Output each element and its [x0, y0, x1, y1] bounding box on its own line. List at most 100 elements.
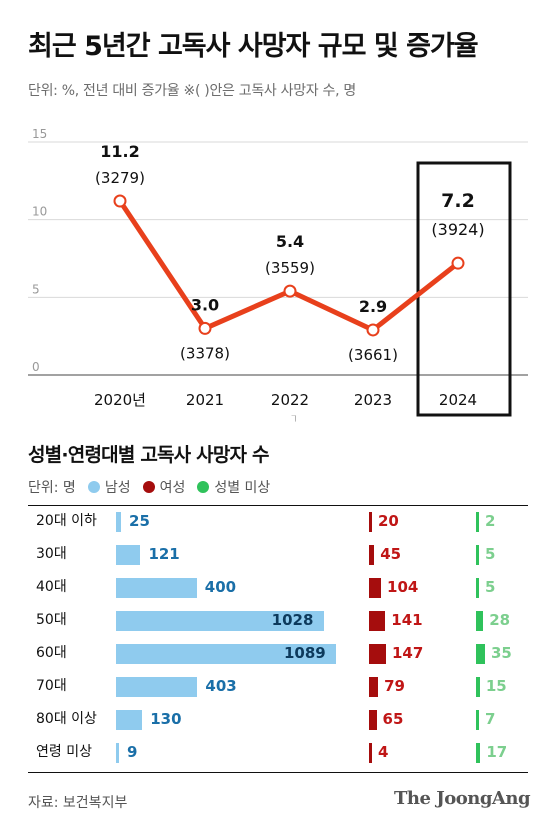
bar-male	[116, 644, 336, 664]
chart-title: 최근 5년간 고독사 사망자 규모 및 증가율	[28, 31, 479, 62]
bar-table: 20대 이하 25 20 2 30대 121 45 5 40대 400 104 5 50대 1028 141…	[0, 505, 559, 769]
bar-value-label: 147	[392, 644, 424, 662]
count-label: (3924)	[431, 220, 484, 239]
age-group-label: 70대	[36, 678, 67, 694]
bar-value-label: 104	[387, 578, 419, 596]
bar-value-label: 15	[485, 677, 507, 695]
data-label: 3.0	[191, 295, 219, 314]
y-tick-label: 10	[32, 205, 47, 219]
highlight-box	[416, 161, 512, 417]
bar-legend: 단위: 명 남성 여성 성별 미상	[28, 477, 270, 497]
bar-value-label: 121	[148, 545, 180, 563]
data-label: 2.9	[359, 297, 387, 316]
bar-female	[369, 677, 379, 697]
bar-unknown	[476, 578, 479, 598]
bar-female	[369, 545, 375, 565]
bar-unknown	[476, 644, 485, 664]
age-group-label: 50대	[36, 612, 67, 628]
bar-value-label: 25	[129, 512, 150, 530]
bar-chart-title: 성별·연령대별 고독사 사망자 수	[28, 444, 270, 466]
table-row: 70대 403 79 15	[0, 670, 559, 703]
bar-value-label: 141	[391, 611, 423, 629]
bar-value-label: 65	[382, 710, 404, 728]
line-chart: 15 10 5 0 2020년 2021 2022 2023 2024 11.2 (3279) 3.0…	[28, 127, 528, 417]
bar-unknown	[476, 677, 480, 697]
age-group-label: 20대 이하	[36, 513, 97, 529]
bar-unknown	[476, 710, 479, 730]
count-label: (3378)	[180, 344, 230, 362]
bar-value-label: 35	[491, 644, 512, 662]
data-point	[283, 284, 297, 298]
data-label: 5.4	[276, 232, 304, 251]
table-row: 40대 400 104 5	[0, 571, 559, 604]
bar-male	[116, 512, 122, 532]
bar-value-label: 2	[485, 512, 496, 530]
legend-unknown: 성별 미상	[197, 477, 270, 497]
x-tick-label: 2022	[271, 391, 309, 409]
bar-female	[369, 578, 382, 598]
legend-male-label: 남성	[104, 480, 131, 496]
y-tick-label: 15	[32, 127, 47, 141]
age-group-label: 40대	[36, 579, 67, 595]
table-row: 50대 1028 141 28	[0, 604, 559, 637]
bar-value-label: 9	[127, 743, 138, 761]
count-label: (3279)	[95, 169, 145, 187]
bar-male	[116, 545, 141, 565]
source-note: 자료: 보건복지부	[28, 795, 128, 811]
x-tick-label: 2024	[439, 391, 477, 409]
bar-value-label: 4	[378, 743, 389, 761]
bar-value-label: 7	[485, 710, 496, 728]
x-tick-label: 2020년	[94, 391, 146, 409]
legend-unknown-swatch	[197, 481, 210, 493]
legend-male: 남성	[87, 477, 131, 497]
highlight-connector	[291, 415, 296, 422]
bar-male	[116, 710, 143, 730]
bar-value-label: 17	[486, 743, 508, 761]
bar-value-label: 1089	[284, 644, 326, 662]
table-row: 30대 121 45 5	[0, 538, 559, 571]
bar-value-label: 20	[378, 512, 399, 530]
age-group-label: 연령 미상	[36, 744, 92, 760]
bar-female	[369, 644, 386, 664]
legend-female-swatch	[142, 481, 155, 493]
bar-unknown	[476, 545, 479, 565]
legend-female: 여성	[142, 477, 185, 497]
data-point	[451, 256, 465, 270]
bar-value-label: 1028	[271, 611, 314, 629]
age-group-label: 60대	[36, 645, 67, 661]
age-group-label: 80대 이상	[36, 711, 97, 727]
bar-value-label: 5	[485, 578, 496, 596]
table-row: 연령 미상 9 4 17	[0, 736, 559, 769]
bar-unknown	[476, 611, 484, 631]
legend-unknown-label: 성별 미상	[214, 480, 271, 496]
x-tick-label: 2021	[186, 391, 224, 409]
bar-male	[116, 611, 324, 631]
data-point	[113, 194, 127, 208]
bar-unknown	[476, 743, 481, 763]
bar-female	[369, 611, 386, 631]
y-tick-label: 0	[32, 360, 40, 374]
table-row: 20대 이하 25 20 2	[0, 505, 559, 538]
bar-value-label: 400	[204, 578, 237, 596]
brand-logo: The JoongAng	[394, 788, 531, 809]
count-label: (3661)	[348, 346, 398, 364]
age-group-label: 30대	[36, 546, 67, 562]
data-label: 11.2	[100, 142, 139, 161]
bar-value-label: 403	[205, 677, 237, 695]
table-bottom-rule	[28, 772, 528, 773]
count-label: (3559)	[265, 259, 315, 277]
bar-value-label: 79	[384, 677, 405, 695]
bar-value-label: 45	[380, 545, 402, 563]
bar-male	[116, 677, 198, 697]
bar-male	[116, 578, 197, 598]
table-top-rule	[28, 505, 528, 506]
unit-note: 단위: %, 전년 대비 증가율 ※( )안은 고독사 사망자 수, 명	[28, 83, 356, 99]
table-row: 60대 1089 147 35	[0, 637, 559, 670]
bar-unknown	[476, 512, 479, 532]
bar-value-label: 5	[485, 545, 496, 563]
bar-female	[369, 743, 372, 763]
bar-female	[369, 710, 377, 730]
bar-male	[116, 743, 119, 763]
bar-value-label: 130	[150, 710, 182, 728]
bar-unit: 단위: 명	[28, 480, 76, 496]
